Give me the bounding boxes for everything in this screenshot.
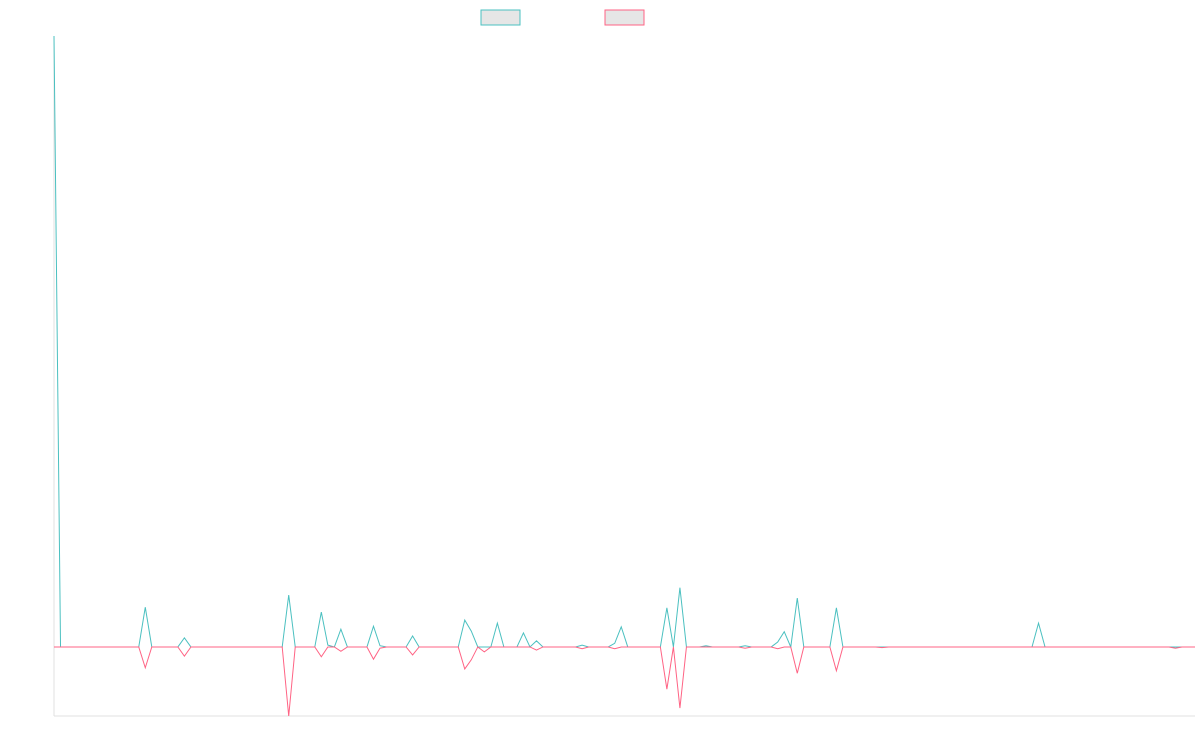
legend-swatch [480,9,521,26]
line-series [53,35,1195,649]
line-series [54,646,1195,717]
legend-swatch [604,9,645,26]
